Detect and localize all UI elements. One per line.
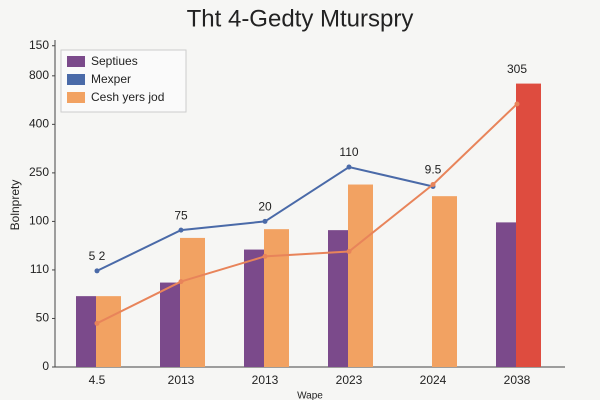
x-tick-label: 4.5 [89, 373, 106, 387]
annotation: 305 [507, 62, 527, 76]
y-tick-label: 50 [36, 311, 50, 325]
legend-swatch [67, 74, 85, 85]
legend-swatch [67, 56, 85, 67]
y-tick-label: 0 [42, 359, 49, 373]
bar [328, 230, 348, 367]
y-tick-label: 150 [29, 38, 49, 52]
bar [244, 249, 264, 367]
legend-swatch [67, 92, 85, 103]
y-tick-label: 400 [29, 117, 49, 131]
annotation: 5 2 [89, 249, 106, 263]
y-tick-label: 100 [29, 214, 49, 228]
annotation: 110 [339, 145, 358, 159]
x-tick-label: 2013 [168, 373, 195, 387]
bar [76, 296, 96, 367]
annotation: 20 [258, 200, 272, 214]
annotation: 9.5 [425, 163, 442, 177]
x-tick-label: 2023 [336, 373, 363, 387]
bar [180, 237, 205, 367]
bar [432, 196, 457, 367]
y-tick-label: 800 [29, 68, 49, 82]
point [178, 227, 184, 233]
point [262, 253, 268, 259]
point [514, 101, 520, 107]
y-tick-label: 250 [29, 165, 49, 179]
y-tick-label: 110 [30, 262, 49, 276]
bar [96, 296, 121, 367]
point [262, 218, 268, 224]
chart-title: Tht 4-Gedty Mturspry [187, 5, 414, 32]
point [346, 164, 352, 170]
x-axis-label: Wape [297, 391, 323, 400]
legend-label: Septiues [91, 54, 138, 68]
bar [516, 83, 541, 368]
bar [264, 229, 289, 367]
line [96, 103, 518, 325]
point [346, 249, 352, 254]
annotation: 75 [174, 208, 188, 222]
point [94, 320, 100, 326]
bar [348, 184, 373, 367]
point [178, 279, 184, 285]
legend-label: Mexper [91, 72, 131, 86]
y-axis-label: Bolnprety [8, 180, 22, 231]
point [430, 182, 436, 188]
bar [160, 282, 180, 367]
bar [496, 222, 516, 367]
x-tick-label: 2013 [252, 373, 279, 387]
point [94, 268, 100, 274]
x-tick-label: 2024 [420, 373, 447, 387]
x-tick-label: 2038 [504, 373, 531, 387]
legend-label: Cesh yers jod [91, 90, 164, 104]
